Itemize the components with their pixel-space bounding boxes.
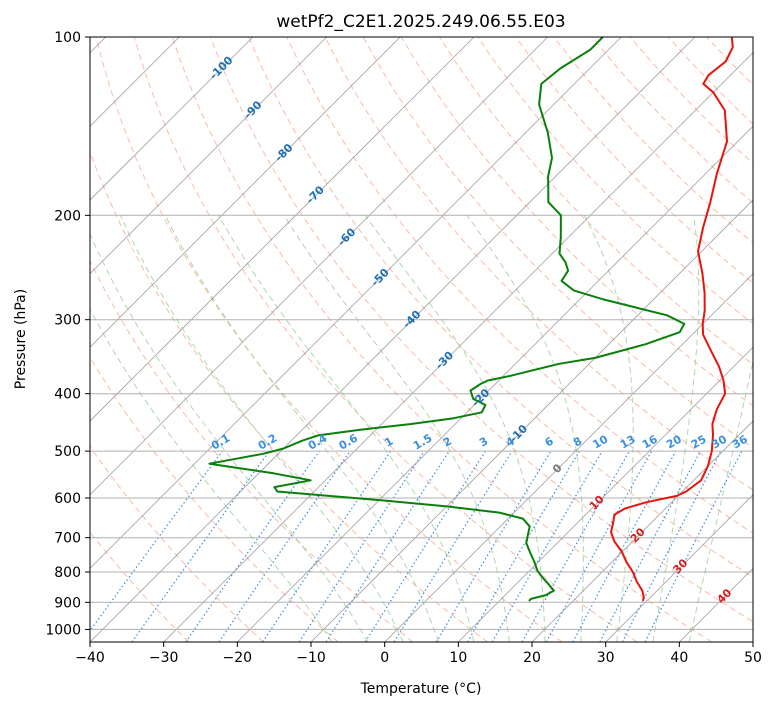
dry-adiabat-line (515, 37, 753, 284)
isotherm-line (90, 37, 401, 348)
isotherm-line (90, 37, 548, 496)
x-tick-label: 10 (449, 650, 467, 666)
y-tick-label: 100 (54, 30, 81, 46)
dry-adiabat-line (95, 37, 563, 642)
dry-adiabats (90, 37, 753, 642)
pressure-gridlines (90, 37, 753, 630)
moist-adiabat-line (583, 215, 634, 642)
x-tick-label: −10 (296, 650, 326, 666)
mixing-ratio-line (325, 450, 450, 642)
isotherm-line (310, 199, 753, 642)
y-tick-label: 300 (54, 313, 81, 329)
x-axis-ticks: −40 −30 −20 −10 0 10 20 30 40 50 (75, 642, 762, 666)
dry-adiabat-line (286, 37, 753, 534)
dry-adiabat-line (248, 37, 753, 578)
isotherm-line (90, 37, 696, 642)
isotherm-line (163, 52, 753, 642)
y-tick-label: 200 (54, 208, 81, 224)
mixing-ratio-line (131, 450, 270, 642)
dry-adiabat-line (210, 37, 753, 623)
y-tick-label: 900 (54, 595, 81, 611)
mixing-ratio-line (298, 450, 425, 642)
isotherm-line (90, 37, 254, 201)
sounding-series (208, 37, 734, 602)
isotherm-line (237, 125, 753, 642)
mixing-ratio-line (90, 450, 223, 632)
x-tick-label: 0 (380, 650, 389, 666)
mixing-ratio-line (393, 450, 513, 642)
dry-adiabat-line (90, 445, 264, 642)
mixing-ratio-line (262, 450, 392, 642)
isotherms (90, 37, 753, 642)
dry-adiabat-line (133, 37, 638, 642)
dewpoint-profile-line (208, 37, 686, 602)
moist-adiabat-line (364, 215, 546, 642)
mixing-ratio-line (572, 450, 677, 642)
moist-adiabat-line (120, 215, 404, 642)
y-tick-label: 500 (54, 444, 81, 460)
x-tick-label: 20 (523, 650, 541, 666)
dry-adiabat-line (324, 37, 753, 491)
isotherm-line (531, 420, 753, 642)
plot-area: -100-90-80-70-60-50-40-30-20-10010203040… (90, 37, 753, 642)
x-tick-label: −20 (223, 650, 253, 666)
mixing-ratio-line (218, 450, 351, 642)
y-tick-label: 600 (54, 491, 81, 507)
mixing-ratio-line (644, 450, 743, 642)
x-tick-label: −40 (75, 650, 105, 666)
y-tick-label: 1000 (45, 622, 81, 638)
y-tick-label: 700 (54, 531, 81, 547)
chart-title: wetPf2_C2E1.2025.249.06.55.E03 (276, 12, 565, 32)
dry-adiabat-line (171, 37, 712, 642)
moist-adiabat-line (90, 232, 369, 642)
mixing-ratio-line (185, 450, 320, 642)
mixing-ratio-line (545, 450, 653, 642)
moist-adiabats (90, 215, 753, 642)
y-tick-label: 800 (54, 565, 81, 581)
mixing-ratio-lines (90, 450, 743, 642)
x-tick-label: 30 (597, 650, 615, 666)
mixing-ratio-line (521, 450, 631, 642)
temperature-profile-line (610, 37, 734, 602)
dry-adiabat-line (90, 356, 339, 642)
isotherm-line (90, 37, 327, 275)
isotherm-line (458, 346, 753, 642)
x-tick-label: 40 (670, 650, 688, 666)
isotherm-line (90, 37, 475, 422)
x-tick-label: 50 (744, 650, 762, 666)
x-tick-label: −30 (149, 650, 179, 666)
y-axis-label: Pressure (hPa) (13, 289, 29, 389)
moist-adiabat-line (164, 215, 439, 642)
dry-adiabat-line (90, 259, 414, 642)
y-tick-label: 400 (54, 387, 81, 403)
moist-adiabat-line (466, 215, 584, 642)
moist-adiabat-line (90, 308, 333, 642)
x-axis-label: Temperature (°C) (360, 681, 482, 697)
moist-adiabat-line (218, 215, 475, 642)
moist-adiabat-line (283, 215, 510, 642)
moist-adiabat-line (652, 215, 700, 642)
isotherm-line (90, 37, 622, 569)
isotherm-line (605, 494, 753, 642)
isotherm-line (384, 273, 753, 642)
plot-frame (89, 36, 754, 643)
y-axis-ticks: 100 200 300 400 500 600 700 800 900 1000 (45, 30, 90, 638)
